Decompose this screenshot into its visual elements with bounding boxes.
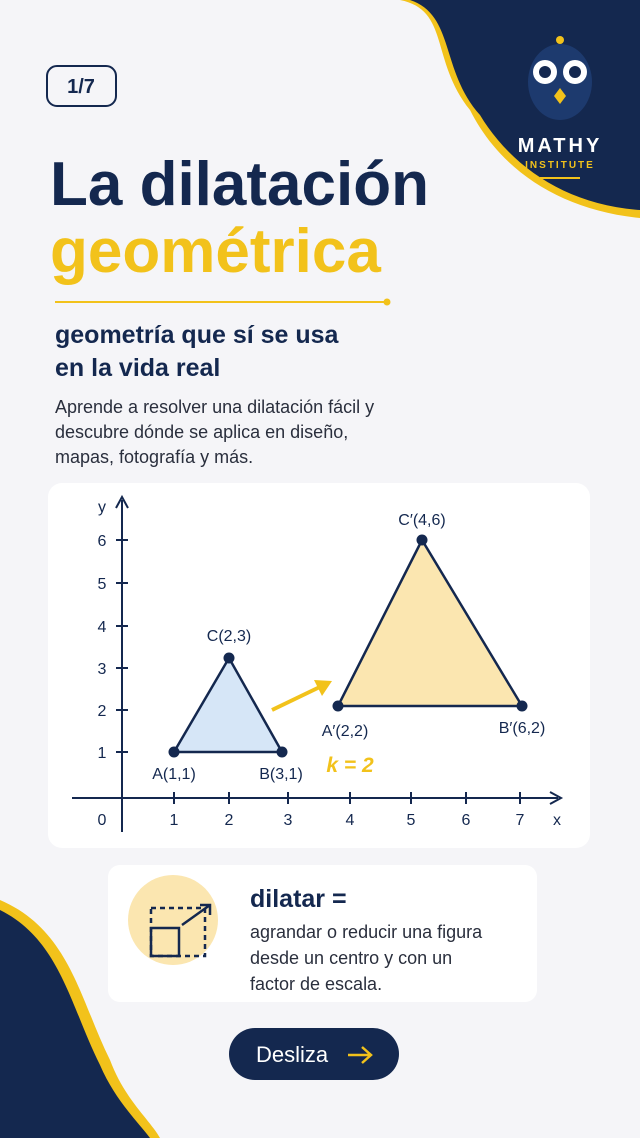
logo [528, 36, 592, 120]
title-line: geométrica [50, 217, 381, 286]
y-tick-label: 5 [98, 576, 107, 593]
triangle-dilated [335, 537, 525, 708]
x-tick-label: 0 [98, 812, 107, 829]
point-label: C(2,3) [207, 628, 251, 645]
arrow-head [314, 680, 332, 696]
point-label: A(1,1) [152, 766, 196, 783]
point [416, 534, 428, 546]
intro: mapas, fotografía y más. [55, 447, 253, 467]
corner-top [410, 0, 640, 210]
point [168, 746, 180, 758]
x-tick-label: 4 [346, 812, 355, 829]
definition-text: desde un centro y con un [250, 948, 452, 968]
point [516, 700, 528, 712]
x-tick-label: 2 [225, 812, 234, 829]
title-line: La dilatación [50, 150, 429, 219]
scale-factor: k = 2 [326, 754, 374, 777]
subtitle: geometría que sí se usa [55, 321, 340, 349]
point-label: B′(6,2) [499, 720, 546, 737]
button-label[interactable]: Desliza [256, 1042, 329, 1067]
title-rule-dot [383, 298, 391, 306]
x-arrow [549, 791, 564, 805]
definition-text: factor de escala. [250, 974, 382, 994]
definition-term: dilatar = [250, 885, 347, 913]
x-tick-label: 1 [170, 812, 179, 829]
y-axis-label: y [98, 499, 106, 516]
y-tick-label: 3 [98, 661, 107, 678]
y-arrow [115, 494, 129, 509]
point-label: B(3,1) [259, 766, 303, 783]
x-tick-label: 7 [516, 812, 525, 829]
arrow [271, 682, 327, 712]
button-arrow[interactable] [348, 1046, 373, 1064]
y-tick-label: 2 [98, 703, 107, 720]
x-tick-label: 3 [284, 812, 293, 829]
subtitle: en la vida real [55, 354, 220, 382]
definition-card [108, 865, 537, 1002]
icon [149, 903, 212, 958]
y-tick-label: 4 [98, 619, 107, 636]
triangle-original [171, 655, 285, 754]
point [223, 652, 235, 664]
button-bg[interactable] [229, 1028, 399, 1080]
counter-box [46, 65, 117, 107]
graph: x y 0 1 2 3 4 5 6 7 1 2 3 4 5 6 A(1,1) B(3,1) C(2,3) A′(… [72, 494, 564, 832]
y-tick-label: 1 [98, 745, 107, 762]
graph-card [48, 483, 590, 848]
point [332, 700, 344, 712]
intro: descubre dónde se aplica en diseño, [55, 422, 348, 442]
x-tick-label: 6 [462, 812, 471, 829]
brand-sub: INSTITUTE [525, 160, 595, 171]
x-axis-label: x [553, 812, 561, 829]
y-tick-label: 6 [98, 533, 107, 550]
brand-name: MATHY [518, 135, 603, 157]
intro: Aprende a resolver una dilatación fácil … [55, 397, 374, 417]
point [276, 746, 288, 758]
definition-text: agrandar o reducir una figura [250, 922, 483, 942]
point-label: A′(2,2) [322, 723, 369, 740]
point-label: C′(4,6) [398, 512, 445, 529]
swipe-button[interactable]: Desliza [229, 1028, 399, 1080]
x-tick-label: 5 [407, 812, 416, 829]
corner-bottom [0, 910, 150, 1138]
counter: 1/7 [67, 76, 95, 98]
